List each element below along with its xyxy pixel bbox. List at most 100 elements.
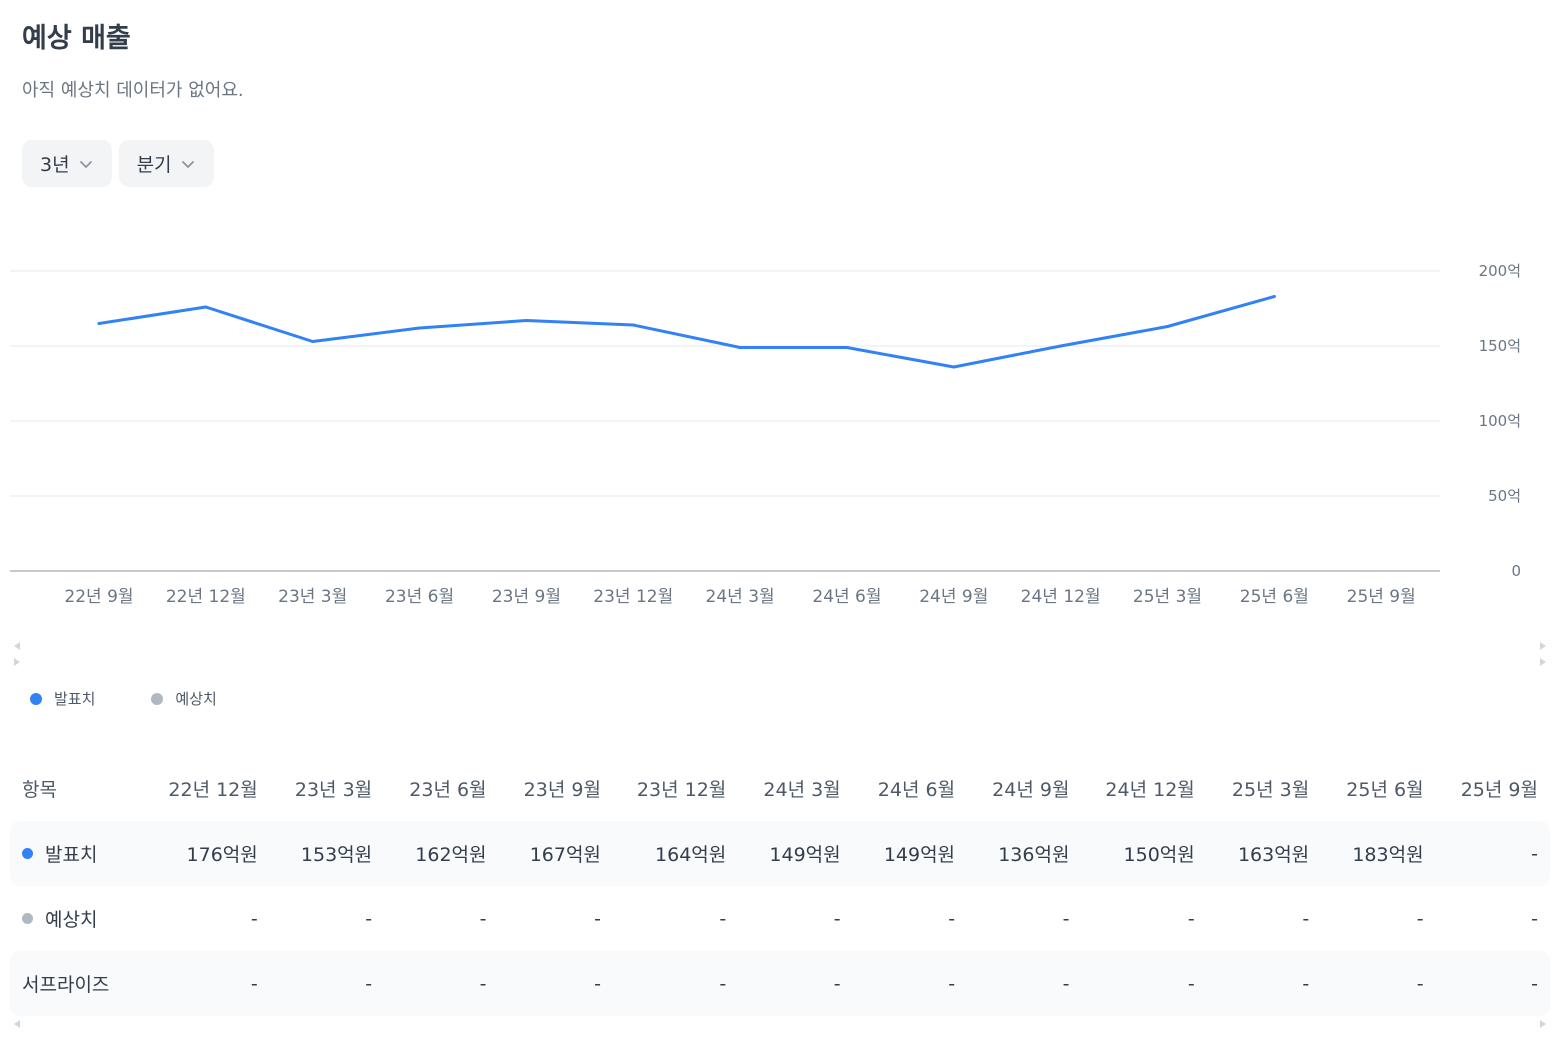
- table-cell: -: [594, 972, 601, 995]
- x-tick-label: 22년 12월: [166, 587, 246, 607]
- chart-legend: 발표치 예상치: [30, 688, 217, 709]
- x-tick-label: 24년 9월: [919, 587, 988, 607]
- table-cell: -: [479, 972, 487, 995]
- legend-item-actual: 발표치: [30, 688, 95, 709]
- data-point: [204, 305, 208, 309]
- x-tick-label: 25년 9월: [1347, 587, 1416, 607]
- table-cell: -: [948, 972, 956, 995]
- table-cell: -: [719, 907, 727, 930]
- y-tick-label: 0: [1511, 562, 1521, 580]
- table-cell: -: [833, 972, 841, 995]
- column-header: 23년 9월: [523, 779, 601, 801]
- data-point: [1272, 295, 1276, 298]
- revenue-table: 항목 22년 12월 23년 3월 23년 6월 23년 9월 23년 12월 24년 3…: [10, 756, 1550, 1016]
- column-header: 23년 6월: [409, 779, 487, 801]
- table-cell: 136억원: [998, 844, 1070, 866]
- row-label-actual: 발표치: [10, 840, 143, 867]
- data-point: [845, 346, 849, 349]
- table-cell: -: [948, 907, 956, 930]
- y-tick-label: 150억: [1479, 337, 1521, 355]
- row-label-text: 발표치: [45, 844, 98, 866]
- data-point: [738, 346, 742, 349]
- table-cell: -: [365, 907, 373, 930]
- table-cell: 149억원: [883, 844, 956, 866]
- table-cell: -: [250, 972, 258, 995]
- interval-dropdown[interactable]: 분기: [118, 140, 214, 187]
- series-line-actual: [97, 295, 1276, 369]
- chart-scroll-right[interactable]: [1538, 640, 1548, 670]
- data-point: [952, 365, 956, 369]
- table-row: 서프라이즈 - - - - - - - - - - - -: [10, 951, 1550, 1016]
- scroll-left-icon: [14, 1020, 20, 1028]
- legend-label: 예상치: [175, 690, 217, 708]
- table-cell: 150억원: [1123, 844, 1195, 866]
- page-title: 예상 매출: [22, 23, 131, 54]
- table-cell: -: [1531, 842, 1538, 865]
- x-tick-label: 25년 3월: [1133, 587, 1202, 607]
- table-cell: -: [1187, 972, 1195, 995]
- table-cell: -: [833, 907, 841, 930]
- table-cell: -: [1531, 972, 1538, 995]
- y-tick-label: 50억: [1488, 487, 1521, 505]
- x-tick-label: 24년 12월: [1021, 587, 1101, 607]
- x-tick-label: 23년 6월: [385, 587, 454, 607]
- y-tick-label: 100억: [1479, 412, 1521, 430]
- interval-label: 분기: [136, 154, 172, 176]
- table-cell: -: [365, 972, 373, 995]
- x-tick-label: 25년 6월: [1240, 587, 1309, 607]
- revenue-line-chart: 200억 150억 100억 50억 0 22년 9월 22년 12월 23년 3월 23년 6…: [10, 262, 1521, 607]
- table-cell: 183억원: [1352, 844, 1424, 866]
- table-cell: -: [719, 972, 727, 995]
- column-header: 24년 9월: [992, 779, 1070, 801]
- row-label-surprise: 서프라이즈: [10, 970, 143, 997]
- scroll-arrows-icon: [1540, 642, 1546, 666]
- table-cell: -: [1416, 972, 1424, 995]
- x-tick-label: 23년 9월: [492, 587, 561, 607]
- column-header: 23년 12월: [636, 779, 727, 801]
- x-tick-label: 22년 9월: [64, 587, 133, 607]
- column-header: 25년 3월: [1231, 779, 1310, 801]
- table-cell: 163억원: [1237, 844, 1310, 866]
- legend-item-estimate: 예상치: [151, 688, 217, 709]
- data-point: [524, 319, 528, 322]
- table-row: 발표치 176억원 153억원 162억원 167억원 164억원 149억원 149억원 1…: [10, 821, 1550, 886]
- y-tick-label: 200억: [1479, 262, 1521, 280]
- legend-dot-icon: [151, 692, 164, 705]
- estimate-dot-icon: [22, 913, 33, 924]
- table-cell: -: [1062, 972, 1070, 995]
- table-cell: 176억원: [186, 844, 258, 866]
- column-header: 23년 3월: [294, 779, 373, 801]
- data-point: [418, 326, 422, 330]
- column-header: 24년 12월: [1105, 779, 1195, 801]
- table-cell: -: [1416, 907, 1424, 930]
- x-tick-label: 23년 3월: [278, 587, 347, 607]
- data-point: [1059, 344, 1063, 348]
- filter-bar: 3년 분기: [22, 140, 214, 187]
- table-cell: 162억원: [415, 844, 487, 866]
- table-cell: -: [594, 907, 601, 930]
- legend-dot-icon: [30, 692, 42, 705]
- chart-scroll-left[interactable]: [12, 640, 22, 670]
- row-label-text: 예상치: [45, 909, 98, 931]
- column-header: 24년 3월: [763, 779, 841, 801]
- table-cell: 164억원: [655, 844, 727, 866]
- table-cell: -: [250, 907, 258, 930]
- table-scroll-left[interactable]: [12, 1018, 22, 1032]
- x-tick-label: 24년 3월: [706, 587, 775, 607]
- table-cell: -: [1531, 907, 1538, 930]
- table-row: 예상치 - - - - - - - - - - - -: [10, 886, 1550, 951]
- period-range-dropdown[interactable]: 3년: [22, 140, 112, 187]
- chevron-down-icon: [79, 160, 92, 168]
- table-header-label: 항목: [22, 779, 57, 801]
- x-tick-label: 24년 6월: [812, 587, 881, 607]
- data-point: [311, 340, 315, 343]
- column-header: 24년 6월: [877, 779, 956, 801]
- period-range-label: 3년: [40, 154, 70, 176]
- table-cell: 167억원: [529, 844, 601, 866]
- table-cell: -: [1302, 972, 1310, 995]
- column-header: 25년 6월: [1346, 779, 1424, 801]
- table-cell: -: [1187, 907, 1195, 930]
- chevron-down-icon: [181, 160, 194, 168]
- table-scroll-right[interactable]: [1538, 1018, 1548, 1032]
- scroll-right-icon: [1540, 1020, 1546, 1028]
